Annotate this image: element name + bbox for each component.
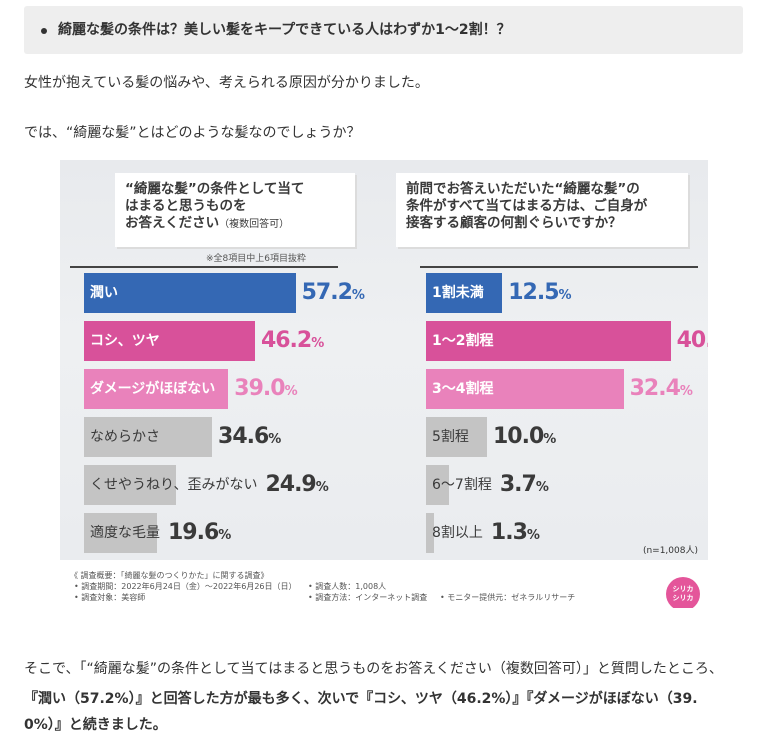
left-divider <box>70 266 338 268</box>
multi-answer-note: （複数回答可） <box>219 219 290 230</box>
right-bar-value-unit-4: % <box>543 432 557 447</box>
right-bar-value-unit-1: % <box>558 288 572 303</box>
right-bar-2 <box>426 321 671 361</box>
left-bar-value-6: 19.6% <box>168 513 231 553</box>
right-bar-6 <box>426 513 434 553</box>
right-bar-value-4: 10.0% <box>493 417 556 457</box>
left-bar-value-number-4: 34.6 <box>218 424 269 449</box>
left-bar-value-number-2: 46.2 <box>260 328 312 353</box>
left-bar-value-unit-6: % <box>218 528 232 543</box>
intro-paragraph-1: 女性が抱えている髪の悩みや、考えられる原因が分かりました。 <box>24 75 429 91</box>
chart-area: “綺麗な髪”の条件として当て はまると思うものを お答えください（複数回答可） … <box>60 160 708 560</box>
outro-paragraph-line-1: そこで、「“綺麗な髪”の条件として当てはまると思うものをお答えください（複数回答… <box>24 661 723 677</box>
left-bar-value-number-3: 39.0 <box>234 376 285 401</box>
right-bar-value-unit-5: % <box>535 480 549 495</box>
right-bar-value-3: 32.4% <box>630 369 693 409</box>
left-bar-label-1: 潤い <box>90 285 118 301</box>
left-bar-value-unit-3: % <box>284 384 298 399</box>
right-bar-value-number-2: 40.1 <box>676 328 708 353</box>
left-bar-2 <box>84 321 255 361</box>
left-bar-label-5: くせやうねり、歪みがない <box>90 477 258 493</box>
right-bar-value-unit-6: % <box>526 528 540 543</box>
left-bar-label-3: ダメージがほぼない <box>90 381 216 397</box>
logo-text-1: シリカ <box>672 585 694 593</box>
left-bar-value-number-1: 57.2 <box>301 280 353 305</box>
left-sub-note: ※全8項目中上6項目抜粋 <box>206 254 306 264</box>
left-bar-label-6: 適度な毛量 <box>90 525 160 541</box>
right-bar-label-4: 5割程 <box>432 429 469 445</box>
right-bar-value-2: 40.1% <box>677 321 708 361</box>
right-bar-label-6: 8割以上 <box>432 525 483 541</box>
left-bar-value-number-6: 19.6 <box>168 520 219 545</box>
right-bar-5 <box>426 465 449 505</box>
left-bar-4 <box>84 417 213 457</box>
left-question-line-2: はまると思うものを <box>125 198 247 214</box>
survey-count: • 調査人数：1,008人 <box>308 582 387 591</box>
left-question-line-3: お答えください（複数回答可） <box>125 215 290 231</box>
right-bar-label-5: 6～7割程 <box>432 477 492 493</box>
right-question-line-2: 条件がすべて当てはまる方は、ご自身が <box>406 198 648 214</box>
brand-logo: シリカ シリカ <box>666 577 700 608</box>
left-bar-1 <box>84 273 296 313</box>
right-bar-label-3: 3～4割程 <box>432 381 494 397</box>
left-bar-label-4: なめらかさ <box>90 429 160 445</box>
right-question-line-1: 前問でお答えいただいた“綺麗な髪”の <box>406 181 640 197</box>
right-bar-label-2: 1～2割程 <box>432 333 494 349</box>
left-bar-value-1: 57.2% <box>302 273 365 313</box>
right-bar-value-5: 3.7% <box>500 465 549 505</box>
survey-title: 《 調査概要：「綺麗な髪のつくりかた」に関する調査》 <box>70 571 269 580</box>
right-divider <box>420 266 698 268</box>
right-bar-value-number-5: 3.7 <box>499 472 537 497</box>
right-bar-4 <box>426 417 487 457</box>
left-bar-value-unit-2: % <box>311 336 325 351</box>
left-bar-value-4: 34.6% <box>218 417 281 457</box>
bullet-dot <box>41 28 47 34</box>
left-bar-value-2: 46.2% <box>261 321 324 361</box>
left-bar-value-5: 24.9% <box>265 465 328 505</box>
outro-paragraph-line-2: 『潤い（57.2%）』と回答した方が最も多く、次いで『コシ、ツヤ（46.2%）』… <box>24 691 698 707</box>
left-bar-6 <box>84 513 157 553</box>
left-bar-value-unit-1: % <box>351 288 365 303</box>
right-bar-1 <box>426 273 503 313</box>
survey-infographic: “綺麗な髪”の条件として当て はまると思うものを お答えください（複数回答可） … <box>60 160 708 608</box>
right-question-box: 前問でお答えいただいた“綺麗な髪”の 条件がすべて当てはまる方は、ご自身が 接客… <box>396 173 688 247</box>
survey-target: • 調査対象：美容師 <box>74 593 146 602</box>
section-heading: 綺麗な髪の条件は？美しい髪をキープできている人はわずか1～2割！？ <box>58 22 511 38</box>
left-question-line-1: “綺麗な髪”の条件として当て <box>125 181 305 197</box>
right-bar-value-1: 12.5% <box>508 273 571 313</box>
left-bar-value-number-5: 24.9 <box>265 472 316 497</box>
survey-method: • 調査方法：インターネット調査 <box>308 593 428 602</box>
section-heading-box <box>24 6 743 54</box>
right-bar-value-number-3: 32.4 <box>629 376 681 401</box>
right-bar-value-number-6: 1.3 <box>490 520 528 545</box>
left-bar-5 <box>84 465 177 505</box>
right-bar-label-1: 1割未満 <box>432 285 484 301</box>
right-bar-value-6: 1.3% <box>491 513 540 553</box>
left-question-box: “綺麗な髪”の条件として当て はまると思うものを お答えください（複数回答可） <box>115 173 355 247</box>
survey-period: • 調査期間：2022年6月24日（金）～2022年6月26日（日） <box>74 582 297 591</box>
intro-paragraph-2: では、“綺麗な髪”とはどのような髪なのでしょうか？ <box>24 125 361 141</box>
right-bar-value-unit-3: % <box>679 384 693 399</box>
outro-paragraph-line-3: 0%）』と続きました。 <box>24 717 167 733</box>
survey-provider: • モニター提供元：ゼネラルリサーチ <box>440 593 576 602</box>
survey-footer: 《 調査概要：「綺麗な髪のつくりかた」に関する調査》 • 調査期間：2022年6… <box>60 560 708 608</box>
logo-text-2: シリカ <box>672 594 694 602</box>
right-bar-value-number-1: 12.5 <box>508 280 559 305</box>
right-bar-3 <box>426 369 624 409</box>
right-question-line-3: 接客する顧客の何割ぐらいですか？ <box>406 215 622 231</box>
left-bar-label-2: コシ、ツヤ <box>90 333 160 349</box>
left-bar-value-unit-4: % <box>268 432 282 447</box>
left-bar-value-unit-5: % <box>315 480 329 495</box>
sample-size-note: (n=1,008人) <box>642 546 698 556</box>
right-bar-value-number-4: 10.0 <box>493 424 544 449</box>
left-bar-value-3: 39.0% <box>234 369 297 409</box>
left-bar-3 <box>84 369 229 409</box>
